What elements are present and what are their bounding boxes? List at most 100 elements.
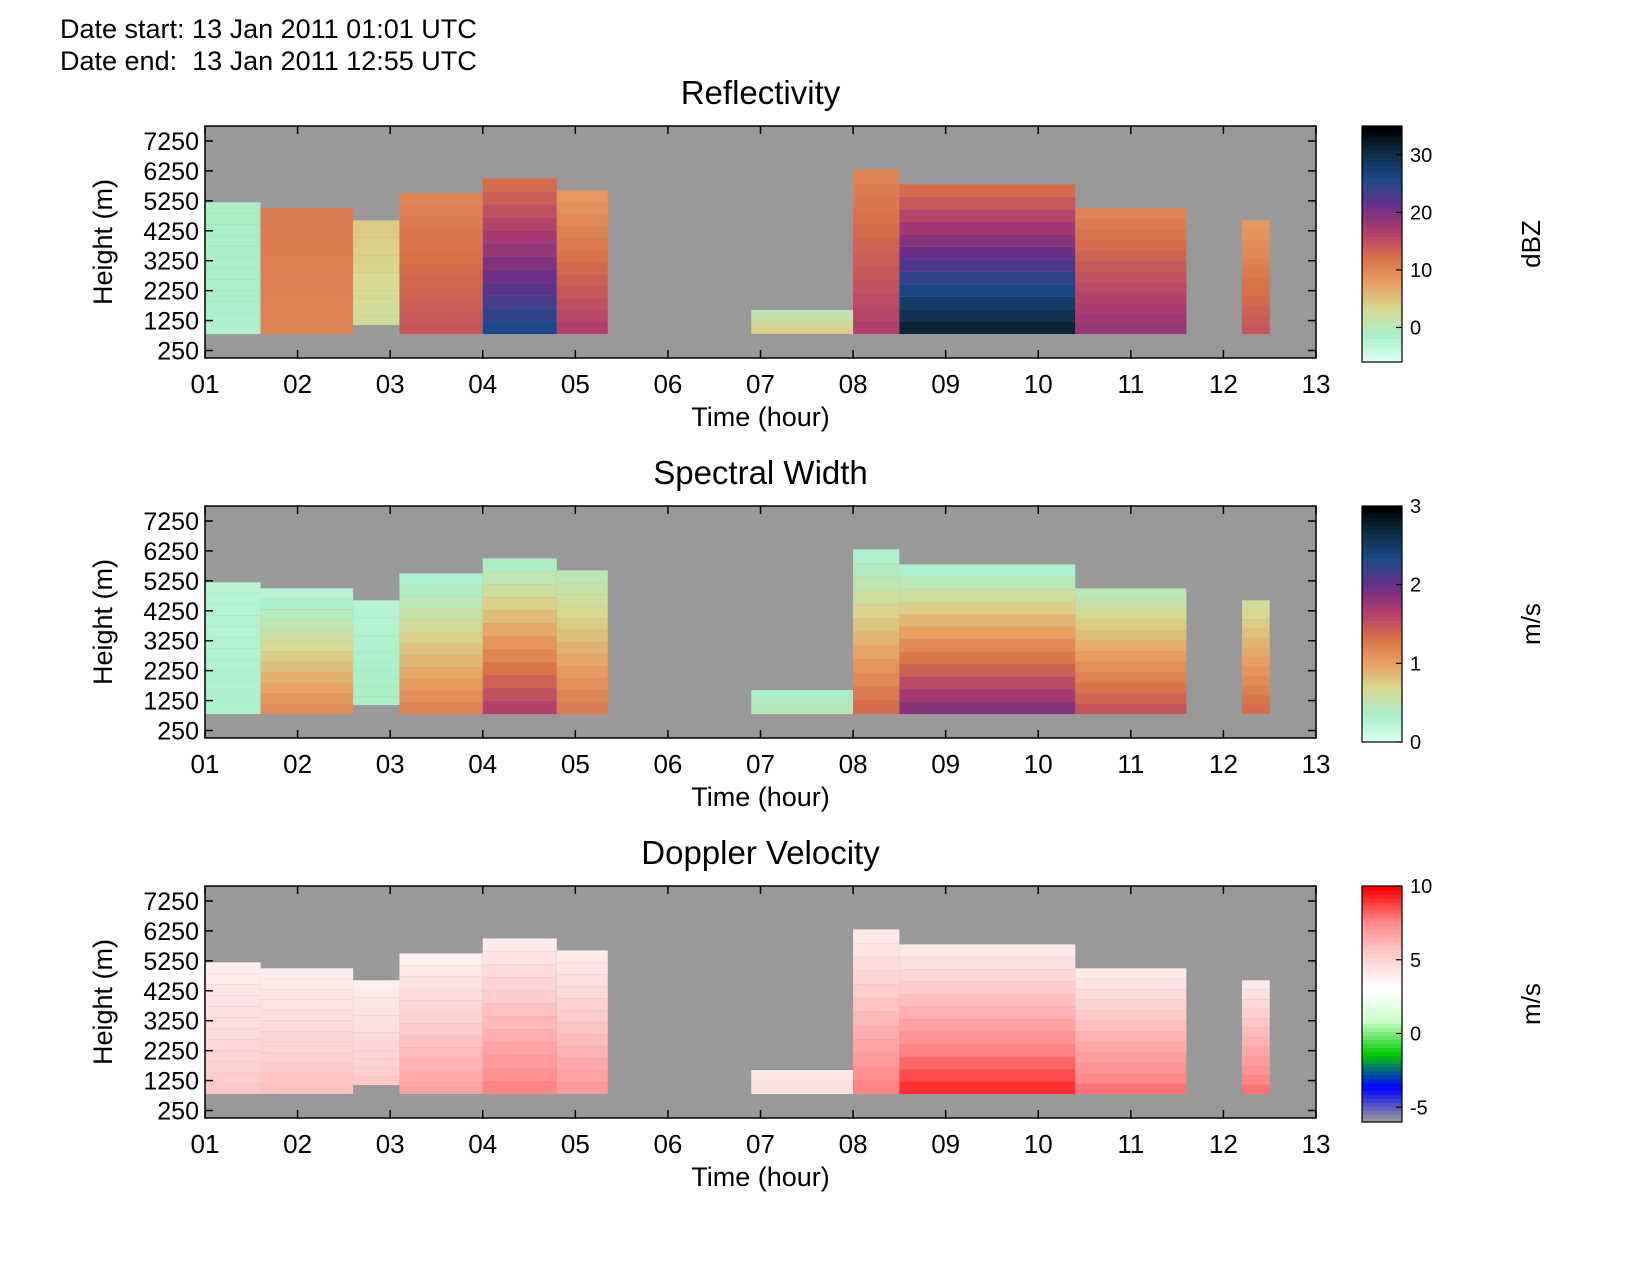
echo-cell xyxy=(205,268,261,280)
echo-cell xyxy=(205,323,261,335)
echo-cell xyxy=(751,1088,854,1091)
colorbar-cell xyxy=(1362,616,1402,621)
y-tick-label: 1250 xyxy=(143,1068,199,1096)
echo-cell xyxy=(353,652,400,662)
echo-cell xyxy=(1241,695,1270,705)
colorbar-cell xyxy=(1362,690,1402,696)
colorbar-cell xyxy=(1362,133,1402,139)
y-tick-label: 4250 xyxy=(143,978,199,1006)
echo-cell xyxy=(556,250,608,263)
echo-cell xyxy=(899,576,1076,590)
echo-cell xyxy=(1075,1031,1187,1042)
x-tick-label: 04 xyxy=(468,369,497,399)
echo-cell xyxy=(205,312,261,324)
echo-cell xyxy=(556,262,608,275)
echo-cell xyxy=(1075,1010,1187,1021)
colorbar-cell xyxy=(1362,326,1402,332)
colorbar-cell xyxy=(1362,1004,1402,1009)
panel-0: Reflectivity 01 02 03 04 05 06 07 08 09 10 11 12 13 Ti… xyxy=(88,74,1546,432)
echo-cell xyxy=(556,702,608,715)
echo-cell xyxy=(353,272,400,282)
x-tick-label: 03 xyxy=(376,749,405,779)
echo-cell xyxy=(205,1039,261,1051)
y-tick-label: 1250 xyxy=(143,308,199,336)
colorbar-cell xyxy=(1362,698,1402,704)
y-tick-label: 4250 xyxy=(143,218,199,246)
echo-cell xyxy=(353,643,400,653)
colorbar-cell xyxy=(1362,244,1402,249)
echo-cell xyxy=(260,598,354,610)
echo-cell xyxy=(1241,277,1270,287)
echo-cell xyxy=(399,1082,483,1095)
colorbar-tick-label: 0 xyxy=(1410,732,1421,754)
x-tick-label: 04 xyxy=(468,749,497,779)
x-tick-label: 04 xyxy=(468,1129,497,1159)
echo-cell xyxy=(556,666,608,679)
echo-cell xyxy=(556,226,608,239)
echo-cell xyxy=(399,275,483,288)
echo-cell xyxy=(205,224,261,236)
echo-cell xyxy=(556,974,608,987)
echo-cell xyxy=(205,279,261,291)
colorbar-cell xyxy=(1362,145,1402,151)
echo-cell xyxy=(205,1072,261,1084)
colorbar-cell xyxy=(1362,663,1402,668)
echo-cell xyxy=(899,246,1076,260)
echo-cell xyxy=(1241,704,1270,715)
colorbar-cell xyxy=(1362,263,1402,269)
colorbar-cell xyxy=(1362,220,1402,225)
colorbar-cell xyxy=(1362,303,1402,308)
echo-cell xyxy=(260,703,354,715)
y-tick-label: 250 xyxy=(157,718,199,746)
colorbar-tick-label: 0 xyxy=(1410,317,1421,339)
x-tick-label: 06 xyxy=(653,369,682,399)
colorbar-cell xyxy=(1362,165,1402,170)
echo-cell xyxy=(399,667,483,679)
echo-cell xyxy=(482,308,557,322)
echo-cell xyxy=(1075,978,1187,990)
x-tick-label: 02 xyxy=(283,369,312,399)
echo-cell xyxy=(482,636,557,650)
colorbar-cell xyxy=(1362,224,1402,229)
colorbar-cell xyxy=(1362,1055,1402,1060)
colorbar-cell xyxy=(1362,137,1402,143)
echo-cell xyxy=(399,216,483,229)
echo-cell xyxy=(899,296,1076,310)
colorbar-cell xyxy=(1362,996,1402,1001)
echo-cell xyxy=(399,585,483,597)
colorbar-cell xyxy=(1362,604,1402,609)
echo-cell xyxy=(205,659,261,671)
echo-cell xyxy=(399,1047,483,1059)
echo-cell xyxy=(556,310,608,323)
colorbar-cell xyxy=(1362,929,1402,934)
echo-cell xyxy=(1075,661,1187,673)
echo-cell xyxy=(1075,208,1187,219)
colorbar-cell xyxy=(1362,1007,1402,1013)
colorbar-cell xyxy=(1362,1110,1402,1115)
colorbar-tick-label: 10 xyxy=(1410,260,1432,282)
colorbar-tick-label: 30 xyxy=(1410,145,1432,167)
colorbar-tick-label: -5 xyxy=(1410,1097,1428,1119)
colorbar-cell xyxy=(1362,913,1402,919)
colorbar-cell xyxy=(1362,338,1402,343)
echo-cell xyxy=(853,659,900,673)
echo-cell xyxy=(853,210,900,225)
echo-cell xyxy=(556,570,608,583)
colorbar-cell xyxy=(1362,208,1402,214)
echo-cell xyxy=(1241,1008,1270,1019)
echo-cell xyxy=(899,701,1076,715)
echo-cell xyxy=(399,953,483,966)
colorbar-cell xyxy=(1362,177,1402,182)
x-tick-label: 07 xyxy=(746,369,775,399)
colorbar-cell xyxy=(1362,157,1402,162)
echo-cell xyxy=(1075,609,1187,620)
colorbar-cell xyxy=(1362,549,1402,554)
echo-cell xyxy=(353,626,400,636)
echo-cell xyxy=(1241,267,1270,278)
colorbar-cell xyxy=(1362,1063,1402,1068)
echo-cell xyxy=(399,965,483,977)
echo-cell xyxy=(399,690,483,703)
echo-cell xyxy=(482,675,557,689)
echo-cell xyxy=(1241,248,1270,259)
x-tick-label: 02 xyxy=(283,749,312,779)
